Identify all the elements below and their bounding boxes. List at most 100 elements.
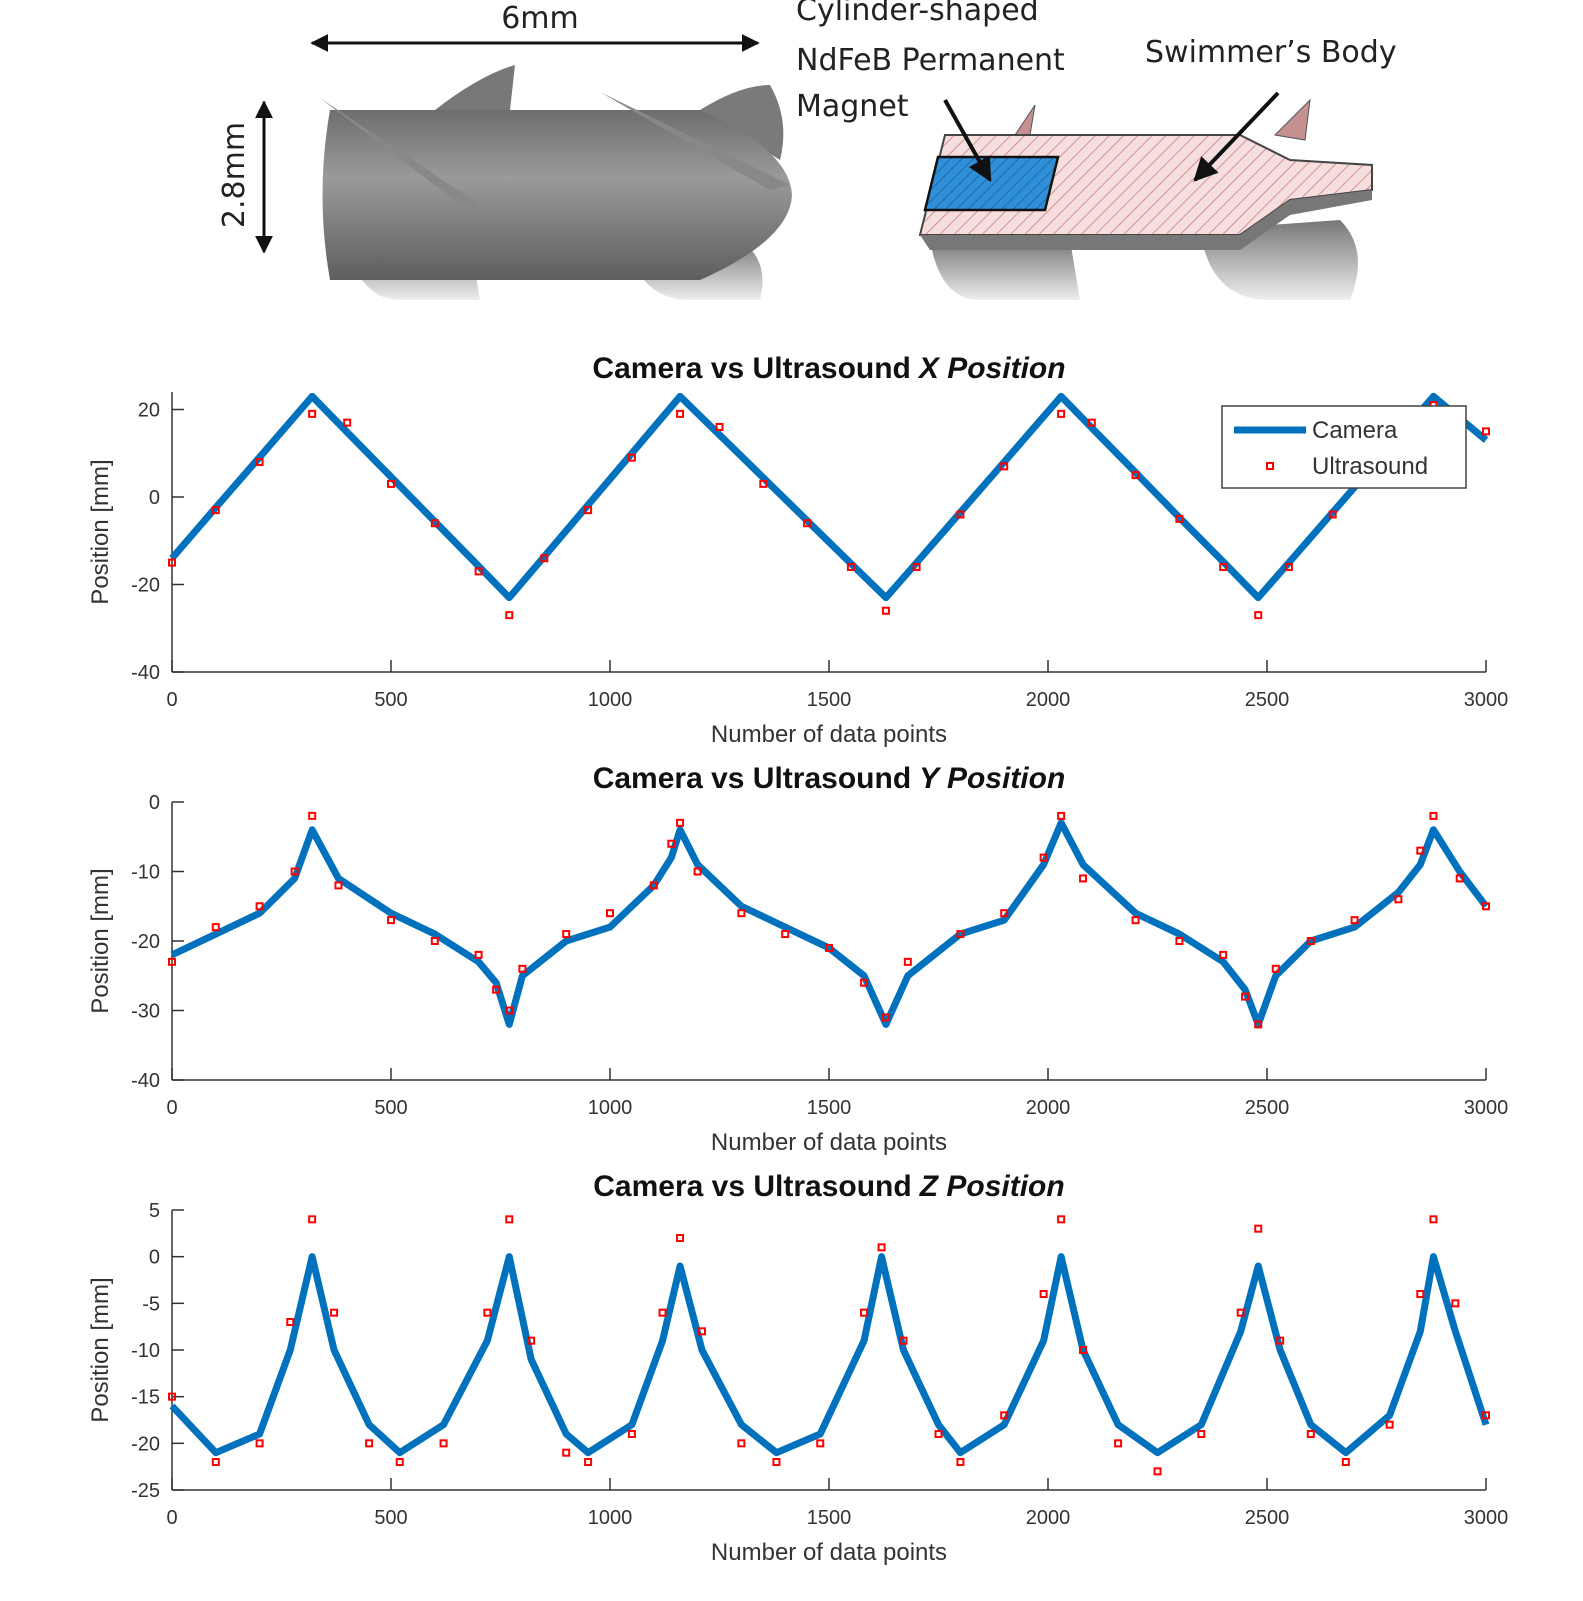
x-axis-label: Number of data points	[711, 1129, 947, 1156]
ultrasound-point	[1175, 937, 1184, 945]
x-tick-label: 1000	[588, 689, 633, 711]
ultrasound-point	[430, 937, 439, 945]
legend-label: Ultrasound	[1312, 453, 1428, 480]
ultrasound-point	[483, 1308, 492, 1317]
title-text: Camera vs Ultrasound	[592, 352, 910, 385]
ultrasound-point	[715, 423, 724, 431]
x-tick-label: 0	[166, 1097, 177, 1119]
height-label: 2.8mm	[217, 122, 252, 228]
x-tick-label: 3000	[1464, 1097, 1509, 1119]
ultrasound-point	[606, 909, 614, 918]
x-tick-label: 500	[374, 689, 407, 711]
ultrasound-point	[343, 418, 352, 427]
chart-title: Camera vs Ultrasound Z Position	[593, 1170, 1064, 1203]
ultrasound-point	[1306, 937, 1315, 945]
ultrasound-point	[1341, 1458, 1350, 1466]
ultrasound-point	[903, 957, 912, 966]
ultrasound-point	[649, 881, 658, 890]
ultrasound-point	[737, 1439, 746, 1448]
x-tick-label: 2000	[1026, 1097, 1071, 1119]
ultrasound-point	[308, 811, 317, 820]
ultrasound-point	[676, 409, 685, 418]
x-tick-label: 2000	[1026, 1507, 1071, 1529]
ultrasound-point	[899, 1336, 908, 1345]
ultrasound-point	[737, 909, 746, 918]
ultrasound-point	[825, 943, 833, 952]
legend: Camera Ultrasound	[1221, 405, 1467, 489]
ultrasound-point	[387, 479, 395, 488]
width-label: 6mm	[501, 1, 579, 36]
fin	[700, 85, 784, 160]
ultrasound-point	[759, 479, 768, 488]
ultrasound-point	[334, 881, 343, 890]
ultrasound-point	[1153, 1467, 1162, 1476]
ultrasound-point	[308, 1215, 317, 1224]
y-tick-label: -40	[131, 1070, 160, 1092]
ultrasound-point	[1429, 811, 1438, 820]
x-tick-label: 2500	[1245, 689, 1290, 711]
ultrasound-point	[1114, 1439, 1123, 1448]
ultrasound-point	[308, 409, 317, 418]
magnet-section	[923, 155, 1060, 212]
ultrasound-point	[1271, 964, 1280, 973]
y-tick-label: -10	[131, 1340, 160, 1362]
ultrasound-point	[395, 1458, 404, 1466]
ultrasound-point	[330, 1308, 339, 1317]
chart: Camera vs Ultrasound Z Position -25 -20 -15 -…	[87, 1170, 1508, 1566]
title-text: Y Position	[919, 762, 1065, 795]
ultrasound-point	[290, 867, 299, 876]
swimmer-diagram: 6mm 2.8mm Cylinder-shaped NdFeB Permanen…	[217, 0, 1397, 300]
ultrasound-point	[1039, 1290, 1048, 1298]
legend-label: Camera	[1312, 417, 1398, 444]
chart: Camera vs Ultrasound Y Position -40 -30 -20 -…	[87, 762, 1508, 1156]
magnet-label: Magnet	[796, 89, 909, 124]
ultrasound-point	[562, 1448, 571, 1457]
x-tick-label: 2500	[1245, 1097, 1290, 1119]
y-tick-label: -30	[131, 1001, 160, 1023]
ultrasound-point	[540, 554, 549, 563]
ultrasound-point	[1416, 846, 1425, 855]
ultrasound-point	[211, 1458, 220, 1466]
ultrasound-point	[1328, 510, 1337, 519]
ultrasound-point	[1057, 1215, 1066, 1224]
x-axis-label: Number of data points	[711, 1539, 947, 1566]
ultrasound-point	[1429, 1215, 1438, 1224]
x-axis-label: Number of data points	[711, 721, 947, 748]
chart-title: Camera vs Ultrasound Y Position	[593, 762, 1066, 795]
title-text: Camera vs Ultrasound	[593, 1170, 911, 1203]
ultrasound-point	[676, 818, 685, 827]
ultrasound-point	[956, 1458, 965, 1466]
x-tick-label: 3000	[1464, 1507, 1509, 1529]
camera-line	[169, 1253, 1490, 1457]
cone	[612, 110, 792, 280]
ultrasound-point	[1241, 992, 1250, 1001]
ultrasound-point	[1482, 1411, 1490, 1420]
y-tick-label: -20	[131, 1433, 160, 1455]
ultrasound-point	[439, 1439, 448, 1448]
ultrasound-point	[912, 563, 921, 571]
ultrasound-point	[1455, 874, 1464, 883]
camera-line	[170, 819, 1489, 1028]
ultrasound-point	[1039, 853, 1048, 862]
ultrasound-point	[1284, 563, 1293, 571]
ultrasound-point	[860, 978, 869, 987]
ultrasound-point	[676, 1234, 685, 1242]
ultrasound-point	[1254, 1224, 1263, 1233]
ultrasound-point	[211, 506, 220, 515]
ultrasound-point	[505, 1006, 514, 1015]
ultrasound-point	[430, 519, 439, 528]
ultrasound-point	[1254, 1020, 1263, 1029]
chart: Camera vs Ultrasound X Position-40-200200…	[87, 352, 1508, 748]
fin	[435, 65, 515, 110]
ultrasound-point	[474, 567, 483, 576]
ultrasound-point	[772, 1458, 781, 1466]
body-arrow	[1193, 91, 1280, 182]
ultrasound-point	[168, 558, 176, 567]
ultrasound-point	[1057, 811, 1066, 820]
ultrasound-point	[1087, 418, 1096, 427]
ultrasound-point	[1451, 1299, 1460, 1308]
ultrasound-point	[255, 1439, 264, 1448]
ultrasound-point	[492, 985, 501, 994]
cylinder	[322, 110, 612, 280]
